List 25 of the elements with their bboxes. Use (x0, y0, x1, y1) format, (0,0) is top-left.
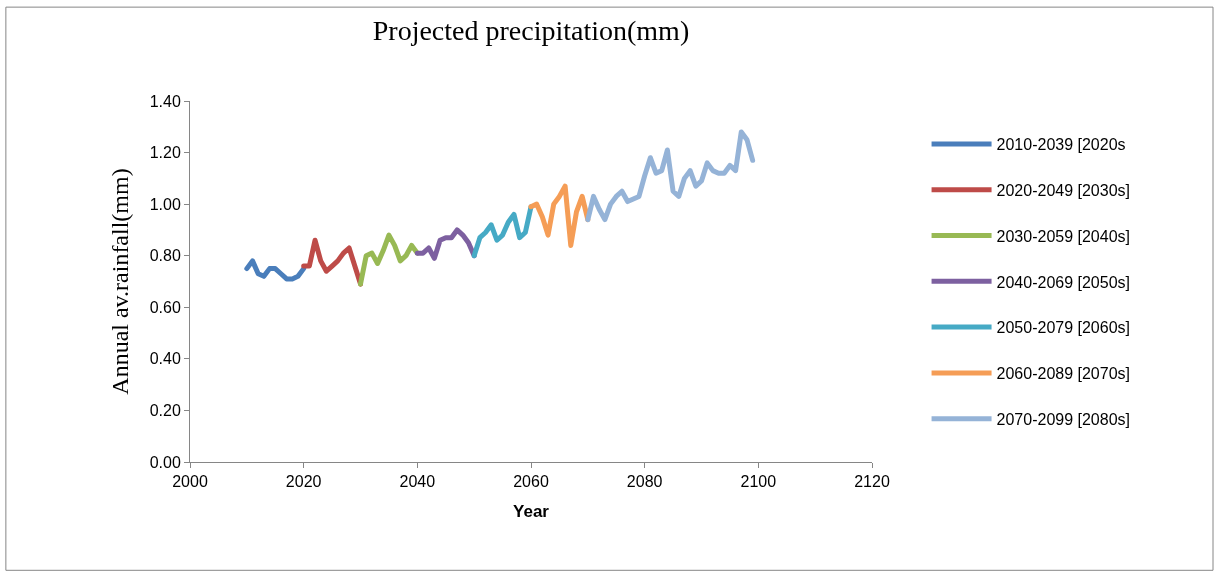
chart-title: Projected precipitation(mm) (372, 14, 690, 46)
x-tick-label: 2080 (626, 473, 663, 491)
y-tick-label: 0.80 (149, 247, 181, 265)
y-tick-label: 1.00 (149, 195, 181, 213)
legend-label: 2030-2059 [2040s] (996, 227, 1131, 245)
y-tick-label: 0.00 (149, 453, 181, 471)
x-tick-label: 2120 (854, 473, 890, 491)
legend-label: 2050-2079 [2060s] (996, 319, 1131, 337)
legend-label: 2070-2099 [2080s] (996, 410, 1131, 428)
x-tick-label: 2100 (740, 473, 777, 491)
y-tick-label: 1.20 (149, 144, 181, 162)
y-tick-label: 1.40 (149, 92, 181, 110)
x-axis-title: Year (513, 501, 550, 521)
y-axis-title: Annual av.rainfall(mm) (106, 168, 133, 395)
x-tick-label: 2040 (399, 473, 436, 491)
legend-label: 2040-2069 [2050s] (996, 273, 1131, 291)
legend-label: 2020-2049 [2030s] (996, 181, 1131, 199)
y-tick-label: 0.20 (149, 402, 181, 420)
legend-label: 2010-2039 [2020s (996, 136, 1126, 154)
x-tick-label: 2000 (172, 473, 208, 491)
legend-label: 2060-2089 [2070s] (996, 365, 1131, 383)
x-tick-label: 2020 (285, 473, 322, 491)
y-tick-label: 0.60 (149, 298, 181, 316)
y-tick-label: 0.40 (149, 350, 181, 368)
x-tick-label: 2060 (513, 473, 549, 491)
